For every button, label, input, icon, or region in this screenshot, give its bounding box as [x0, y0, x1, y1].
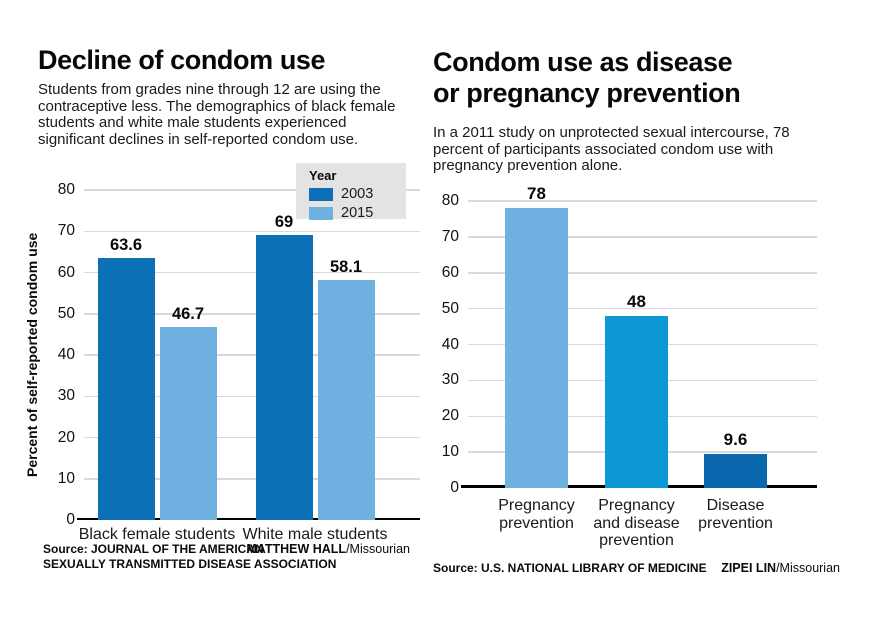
legend-items: 2003 2015	[309, 186, 406, 221]
bar-disease-prevention	[704, 453, 767, 488]
bar-2015-black-female-students	[159, 327, 217, 520]
left-credit-org: /Missourian	[346, 542, 410, 556]
gridline-80	[468, 200, 817, 202]
bar-pregnancy-prevention	[505, 208, 568, 488]
legend-item-2015: 2015	[309, 205, 406, 221]
bar-2003-black-female-students	[97, 257, 155, 520]
y-tick-label-10: 10	[57, 469, 75, 487]
left-y-axis-label: Percent of self-reported condom use	[24, 232, 40, 478]
y-tick-label-20: 20	[57, 428, 75, 446]
y-tick-label-50: 50	[57, 304, 75, 322]
y-tick-label-0: 0	[450, 479, 459, 496]
gridline-60	[84, 271, 420, 274]
category-label-0: Black female students	[78, 526, 236, 543]
legend-label-2015: 2015	[341, 205, 374, 221]
value-label-63.6: 63.6	[109, 235, 143, 254]
y-tick-label-60: 60	[57, 263, 75, 281]
bar-pregnancy-and-disease-prevention	[605, 315, 668, 488]
right-plot-area: 0 10 20 30 40 50 60 70 80 78 Pregnancy prevention 4…	[442, 184, 817, 549]
gridline-50	[468, 307, 817, 310]
y-tick-label-70: 70	[441, 227, 459, 245]
y-tick-label-10: 10	[441, 443, 459, 461]
right-credit-author: ZIPEI LIN	[721, 561, 777, 575]
y-tick-label-50: 50	[441, 299, 459, 317]
y-tick-label-0: 0	[66, 511, 75, 528]
y-tick-label-60: 60	[441, 263, 459, 281]
value-label-78: 78	[527, 184, 546, 204]
left-plot-area: 0 10 20 30 40 50 60 70 80 63.6 46.7 Black female st…	[58, 181, 420, 543]
y-tick-label-40: 40	[57, 346, 75, 363]
category-label-1: White male students	[242, 526, 388, 543]
value-label-9.6: 9.6	[723, 429, 748, 449]
gridline-20	[84, 436, 420, 439]
gridline-50	[84, 313, 420, 315]
right-chart-title: Condom use as disease or pregnancy preve…	[433, 47, 741, 108]
y-tick-label-40: 40	[441, 335, 459, 353]
y-tick-label-80: 80	[57, 181, 75, 198]
right-credit: ZIPEI LIN/Missourian	[721, 561, 840, 575]
left-source: Source: JOURNAL OF THE AMERICAN SEXUALLY…	[43, 542, 337, 571]
category-label-2: Disease prevention	[698, 497, 773, 532]
right-chart-subtitle: In a 2011 study on unprotected sexual in…	[433, 124, 790, 174]
value-label-46.7: 46.7	[171, 305, 205, 324]
gridline-70	[84, 230, 420, 232]
right-source: Source: U.S. NATIONAL LIBRARY OF MEDICIN…	[433, 561, 707, 575]
legend-swatch-2003	[309, 187, 333, 201]
value-label-58.1: 58.1	[329, 258, 363, 277]
bar-2015-white-male-students	[317, 280, 375, 520]
left-credit-author: MATTHEW HALL	[246, 542, 347, 556]
right-credit-org: /Missourian	[776, 561, 840, 575]
left-chart-subtitle: Students from grades nine through 12 are…	[38, 81, 396, 148]
y-tick-label-80: 80	[441, 192, 459, 209]
gridline-30	[84, 395, 420, 397]
legend-item-2003: 2003	[309, 186, 406, 202]
gridline-70	[468, 236, 817, 238]
y-tick-label-30: 30	[441, 371, 459, 389]
value-label-48: 48	[627, 291, 646, 311]
y-tick-label-30: 30	[57, 387, 75, 405]
gridline-10	[84, 478, 420, 480]
chart-legend: Year 2003 2015	[296, 163, 406, 221]
x-axis-line	[77, 518, 420, 520]
value-label-69: 69	[274, 213, 294, 232]
y-tick-label-70: 70	[57, 222, 75, 240]
category-label-0: Pregnancy prevention	[498, 497, 575, 532]
gridline-60	[468, 272, 817, 274]
legend-label-2003: 2003	[341, 186, 374, 202]
y-tick-label-20: 20	[441, 407, 459, 425]
gridline-40	[84, 354, 420, 356]
legend-title: Year	[309, 168, 337, 183]
category-label-1: Pregnancy and disease prevention	[593, 497, 680, 549]
bar-2003-white-male-students	[255, 235, 313, 520]
left-credit: MATTHEW HALL/Missourian	[246, 542, 410, 556]
gridline-80	[84, 189, 420, 191]
legend-swatch-2015	[309, 206, 333, 220]
left-chart-title: Decline of condom use	[38, 45, 326, 75]
